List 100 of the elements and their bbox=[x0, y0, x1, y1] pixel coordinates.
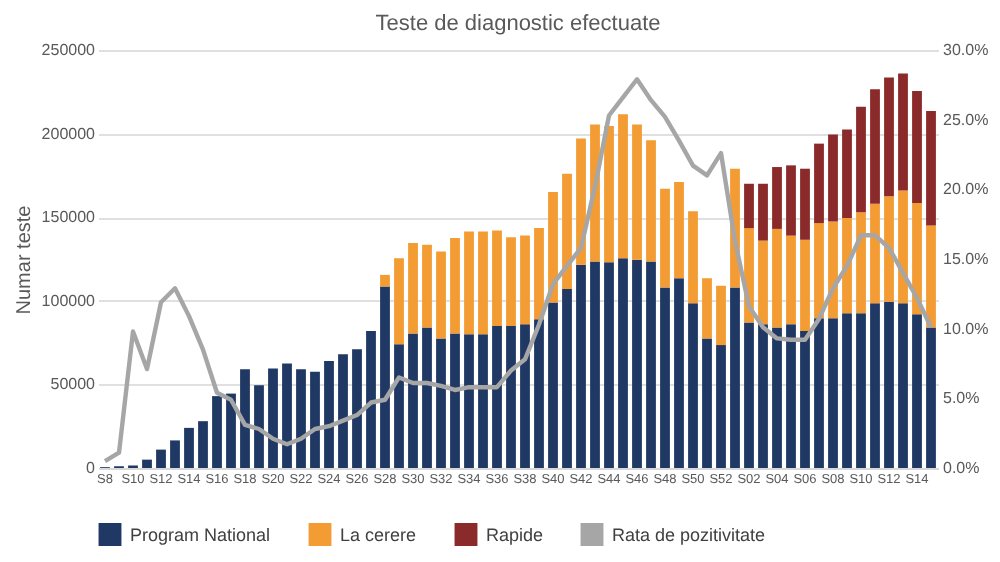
bar bbox=[730, 287, 740, 468]
bar bbox=[688, 303, 698, 468]
bar bbox=[772, 228, 782, 328]
bar bbox=[828, 318, 838, 468]
bar bbox=[184, 427, 194, 468]
bar bbox=[436, 251, 446, 339]
bar bbox=[450, 238, 460, 334]
y2-tick-label: 5.0% bbox=[943, 389, 980, 408]
y2-tick-label: 15.0% bbox=[943, 250, 989, 268]
bar bbox=[492, 325, 502, 468]
legend-label: Rapide bbox=[486, 524, 544, 545]
bar bbox=[478, 231, 488, 335]
bar bbox=[380, 274, 390, 287]
bar bbox=[758, 240, 768, 325]
bar bbox=[632, 124, 642, 260]
bar bbox=[758, 324, 768, 468]
bar bbox=[198, 421, 208, 468]
y-tick-label: 200000 bbox=[41, 124, 97, 143]
bar bbox=[478, 334, 488, 468]
bar bbox=[898, 190, 908, 304]
bar bbox=[842, 218, 852, 314]
bar bbox=[800, 239, 810, 331]
bar bbox=[856, 212, 866, 314]
bar bbox=[842, 129, 852, 219]
bar bbox=[870, 89, 880, 204]
bar bbox=[142, 459, 152, 468]
bar bbox=[660, 287, 670, 468]
y-tick-label: 0 bbox=[86, 459, 97, 477]
y-tick-label: 100000 bbox=[41, 291, 97, 310]
bar bbox=[772, 167, 782, 229]
bar bbox=[506, 325, 516, 468]
bar bbox=[674, 278, 684, 468]
legend-label: Rata de pozitivitate bbox=[612, 524, 766, 545]
bar bbox=[814, 318, 824, 468]
bar bbox=[226, 393, 236, 468]
bar bbox=[702, 338, 712, 468]
bar bbox=[464, 334, 474, 468]
bar bbox=[352, 349, 362, 468]
bar bbox=[548, 192, 558, 303]
bar bbox=[758, 183, 768, 241]
bar bbox=[828, 134, 838, 222]
legend-label: Program National bbox=[130, 524, 271, 545]
bar bbox=[310, 371, 320, 468]
bar bbox=[170, 440, 180, 468]
bar bbox=[898, 73, 908, 191]
bar bbox=[422, 244, 432, 328]
bar bbox=[394, 344, 404, 468]
chart-title: Teste de diagnostic efectuate bbox=[375, 12, 661, 36]
bar bbox=[772, 327, 782, 468]
bar bbox=[450, 333, 460, 468]
bar bbox=[856, 313, 866, 468]
bar bbox=[212, 396, 222, 468]
bar bbox=[884, 301, 894, 468]
bar bbox=[786, 235, 796, 325]
bar bbox=[870, 203, 880, 304]
bar bbox=[618, 258, 628, 468]
bar bbox=[534, 319, 544, 468]
bar bbox=[884, 77, 894, 197]
bar bbox=[548, 302, 558, 468]
bar bbox=[688, 211, 698, 304]
bar bbox=[240, 369, 250, 468]
bar bbox=[814, 223, 824, 319]
bar bbox=[618, 114, 628, 259]
bar bbox=[646, 140, 656, 262]
bar bbox=[464, 231, 474, 335]
bar bbox=[744, 322, 754, 468]
bar bbox=[926, 327, 936, 468]
bar bbox=[338, 354, 348, 468]
bar bbox=[828, 221, 838, 319]
bar bbox=[800, 330, 810, 468]
bar bbox=[716, 285, 726, 346]
bar bbox=[926, 111, 936, 226]
bar bbox=[520, 324, 530, 468]
bar bbox=[912, 90, 922, 203]
bar bbox=[842, 313, 852, 468]
y2-tick-label: 0.0% bbox=[943, 459, 980, 477]
bar bbox=[898, 303, 908, 468]
bar bbox=[590, 261, 600, 468]
bar bbox=[268, 368, 278, 468]
bar bbox=[408, 243, 418, 334]
bar bbox=[254, 385, 264, 468]
bar bbox=[562, 289, 572, 468]
bar bbox=[576, 264, 586, 468]
bar bbox=[604, 262, 614, 468]
y-tick-label: 50000 bbox=[50, 375, 97, 394]
bar bbox=[324, 360, 334, 468]
legend-label: La cerere bbox=[340, 524, 417, 545]
y2-tick-label: 20.0% bbox=[943, 180, 989, 199]
bar bbox=[520, 235, 530, 325]
bar bbox=[926, 225, 936, 328]
y2-tick-label: 30.0% bbox=[943, 41, 989, 59]
bar bbox=[800, 168, 810, 240]
bar bbox=[870, 303, 880, 468]
y-tick-label: 150000 bbox=[41, 208, 97, 227]
bar bbox=[366, 330, 376, 468]
bar bbox=[156, 449, 166, 468]
bar bbox=[702, 278, 712, 339]
bar bbox=[632, 259, 642, 468]
line-series bbox=[102, 77, 934, 464]
bar bbox=[660, 188, 670, 288]
